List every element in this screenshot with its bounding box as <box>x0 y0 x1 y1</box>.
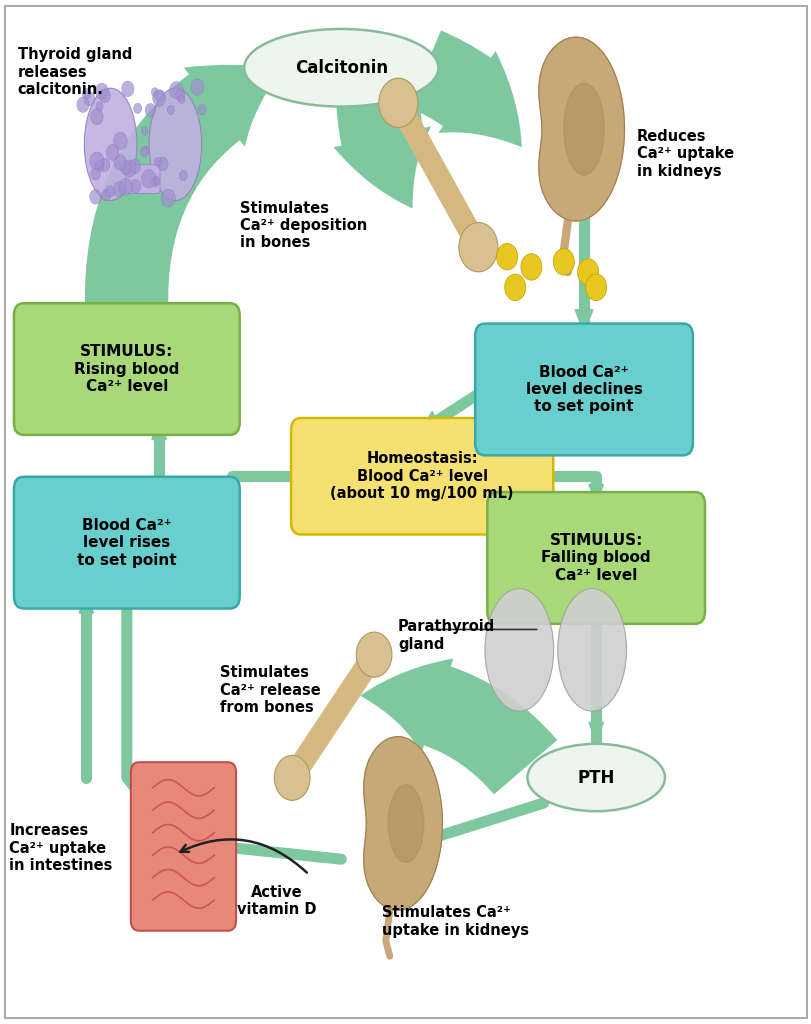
Circle shape <box>198 104 206 115</box>
Text: STIMULUS:
Falling blood
Ca²⁺ level: STIMULUS: Falling blood Ca²⁺ level <box>541 534 650 583</box>
Polygon shape <box>415 829 431 847</box>
Circle shape <box>141 170 156 187</box>
FancyBboxPatch shape <box>14 477 239 608</box>
Text: Stimulates Ca²⁺
uptake in kidneys: Stimulates Ca²⁺ uptake in kidneys <box>381 905 528 938</box>
Circle shape <box>84 92 95 105</box>
Circle shape <box>122 161 136 177</box>
Circle shape <box>106 144 118 161</box>
Text: Homeostasis:
Blood Ca²⁺ level
(about 10 mg/100 mL): Homeostasis: Blood Ca²⁺ level (about 10 … <box>330 452 513 501</box>
Circle shape <box>134 103 142 114</box>
Polygon shape <box>563 83 603 175</box>
Text: STIMULUS:
Rising blood
Ca²⁺ level: STIMULUS: Rising blood Ca²⁺ level <box>74 344 179 394</box>
Polygon shape <box>574 310 592 332</box>
Ellipse shape <box>274 756 310 801</box>
Circle shape <box>114 181 125 197</box>
Ellipse shape <box>149 88 201 201</box>
Polygon shape <box>363 736 442 910</box>
Circle shape <box>552 249 573 275</box>
Circle shape <box>90 152 104 170</box>
Circle shape <box>94 161 104 172</box>
Circle shape <box>77 97 89 113</box>
Circle shape <box>585 274 606 301</box>
Polygon shape <box>588 722 603 740</box>
Text: Stimulates
Ca²⁺ deposition
in bones: Stimulates Ca²⁺ deposition in bones <box>240 201 367 250</box>
Circle shape <box>129 159 140 173</box>
Circle shape <box>152 176 159 185</box>
Polygon shape <box>225 498 239 516</box>
Circle shape <box>140 146 148 157</box>
Circle shape <box>145 103 156 117</box>
Ellipse shape <box>557 589 626 711</box>
Circle shape <box>114 155 126 170</box>
Ellipse shape <box>526 743 664 811</box>
Text: Blood Ca²⁺
level declines
to set point: Blood Ca²⁺ level declines to set point <box>525 365 642 415</box>
Text: Active
vitamin D: Active vitamin D <box>237 885 316 918</box>
Circle shape <box>105 186 114 197</box>
Circle shape <box>142 146 149 155</box>
Circle shape <box>151 88 158 97</box>
Circle shape <box>175 89 185 101</box>
Circle shape <box>161 189 175 207</box>
Circle shape <box>154 90 165 102</box>
FancyBboxPatch shape <box>474 324 692 456</box>
Polygon shape <box>390 96 486 254</box>
FancyBboxPatch shape <box>290 418 552 535</box>
Circle shape <box>152 90 165 106</box>
Circle shape <box>89 189 101 204</box>
Circle shape <box>96 101 103 111</box>
Circle shape <box>151 177 159 187</box>
Circle shape <box>179 171 187 180</box>
Circle shape <box>95 83 108 99</box>
Circle shape <box>167 105 174 115</box>
Circle shape <box>100 89 110 102</box>
FancyBboxPatch shape <box>126 165 160 194</box>
Polygon shape <box>152 421 166 439</box>
Circle shape <box>99 158 109 172</box>
Ellipse shape <box>378 78 418 128</box>
Circle shape <box>496 244 517 270</box>
Circle shape <box>577 259 598 286</box>
Ellipse shape <box>458 222 497 271</box>
Ellipse shape <box>484 589 553 711</box>
Circle shape <box>91 168 101 180</box>
Polygon shape <box>79 595 93 613</box>
Text: Reduces
Ca²⁺ uptake
in kidneys: Reduces Ca²⁺ uptake in kidneys <box>636 129 733 179</box>
FancyBboxPatch shape <box>14 303 239 435</box>
Polygon shape <box>154 817 170 835</box>
Ellipse shape <box>356 632 392 677</box>
Polygon shape <box>539 37 624 221</box>
Circle shape <box>114 132 127 150</box>
Circle shape <box>131 179 141 193</box>
Text: Blood Ca²⁺
level rises
to set point: Blood Ca²⁺ level rises to set point <box>77 518 177 567</box>
Circle shape <box>191 79 204 95</box>
Text: Parathyroid
gland: Parathyroid gland <box>397 620 495 651</box>
Polygon shape <box>388 784 423 862</box>
Circle shape <box>101 189 110 201</box>
Circle shape <box>521 254 541 281</box>
Polygon shape <box>588 484 603 503</box>
Circle shape <box>178 95 185 103</box>
Text: Calcitonin: Calcitonin <box>294 58 388 77</box>
Text: Thyroid gland
releases
calcitonin.: Thyroid gland releases calcitonin. <box>18 47 131 97</box>
FancyBboxPatch shape <box>131 762 236 931</box>
Circle shape <box>82 88 91 99</box>
Text: Increases
Ca²⁺ uptake
in intestines: Increases Ca²⁺ uptake in intestines <box>10 823 113 873</box>
FancyBboxPatch shape <box>487 493 704 624</box>
Circle shape <box>120 161 131 174</box>
Circle shape <box>157 157 168 171</box>
Circle shape <box>119 178 132 196</box>
Circle shape <box>504 274 525 301</box>
Circle shape <box>154 158 161 166</box>
Circle shape <box>169 82 183 99</box>
Ellipse shape <box>244 29 438 106</box>
Text: Stimulates
Ca²⁺ release
from bones: Stimulates Ca²⁺ release from bones <box>220 666 320 715</box>
Polygon shape <box>423 412 439 428</box>
Polygon shape <box>197 836 212 854</box>
Circle shape <box>90 109 103 125</box>
Circle shape <box>141 127 148 135</box>
Circle shape <box>122 81 134 96</box>
Ellipse shape <box>84 88 137 201</box>
Text: PTH: PTH <box>577 769 614 786</box>
Polygon shape <box>285 647 381 785</box>
